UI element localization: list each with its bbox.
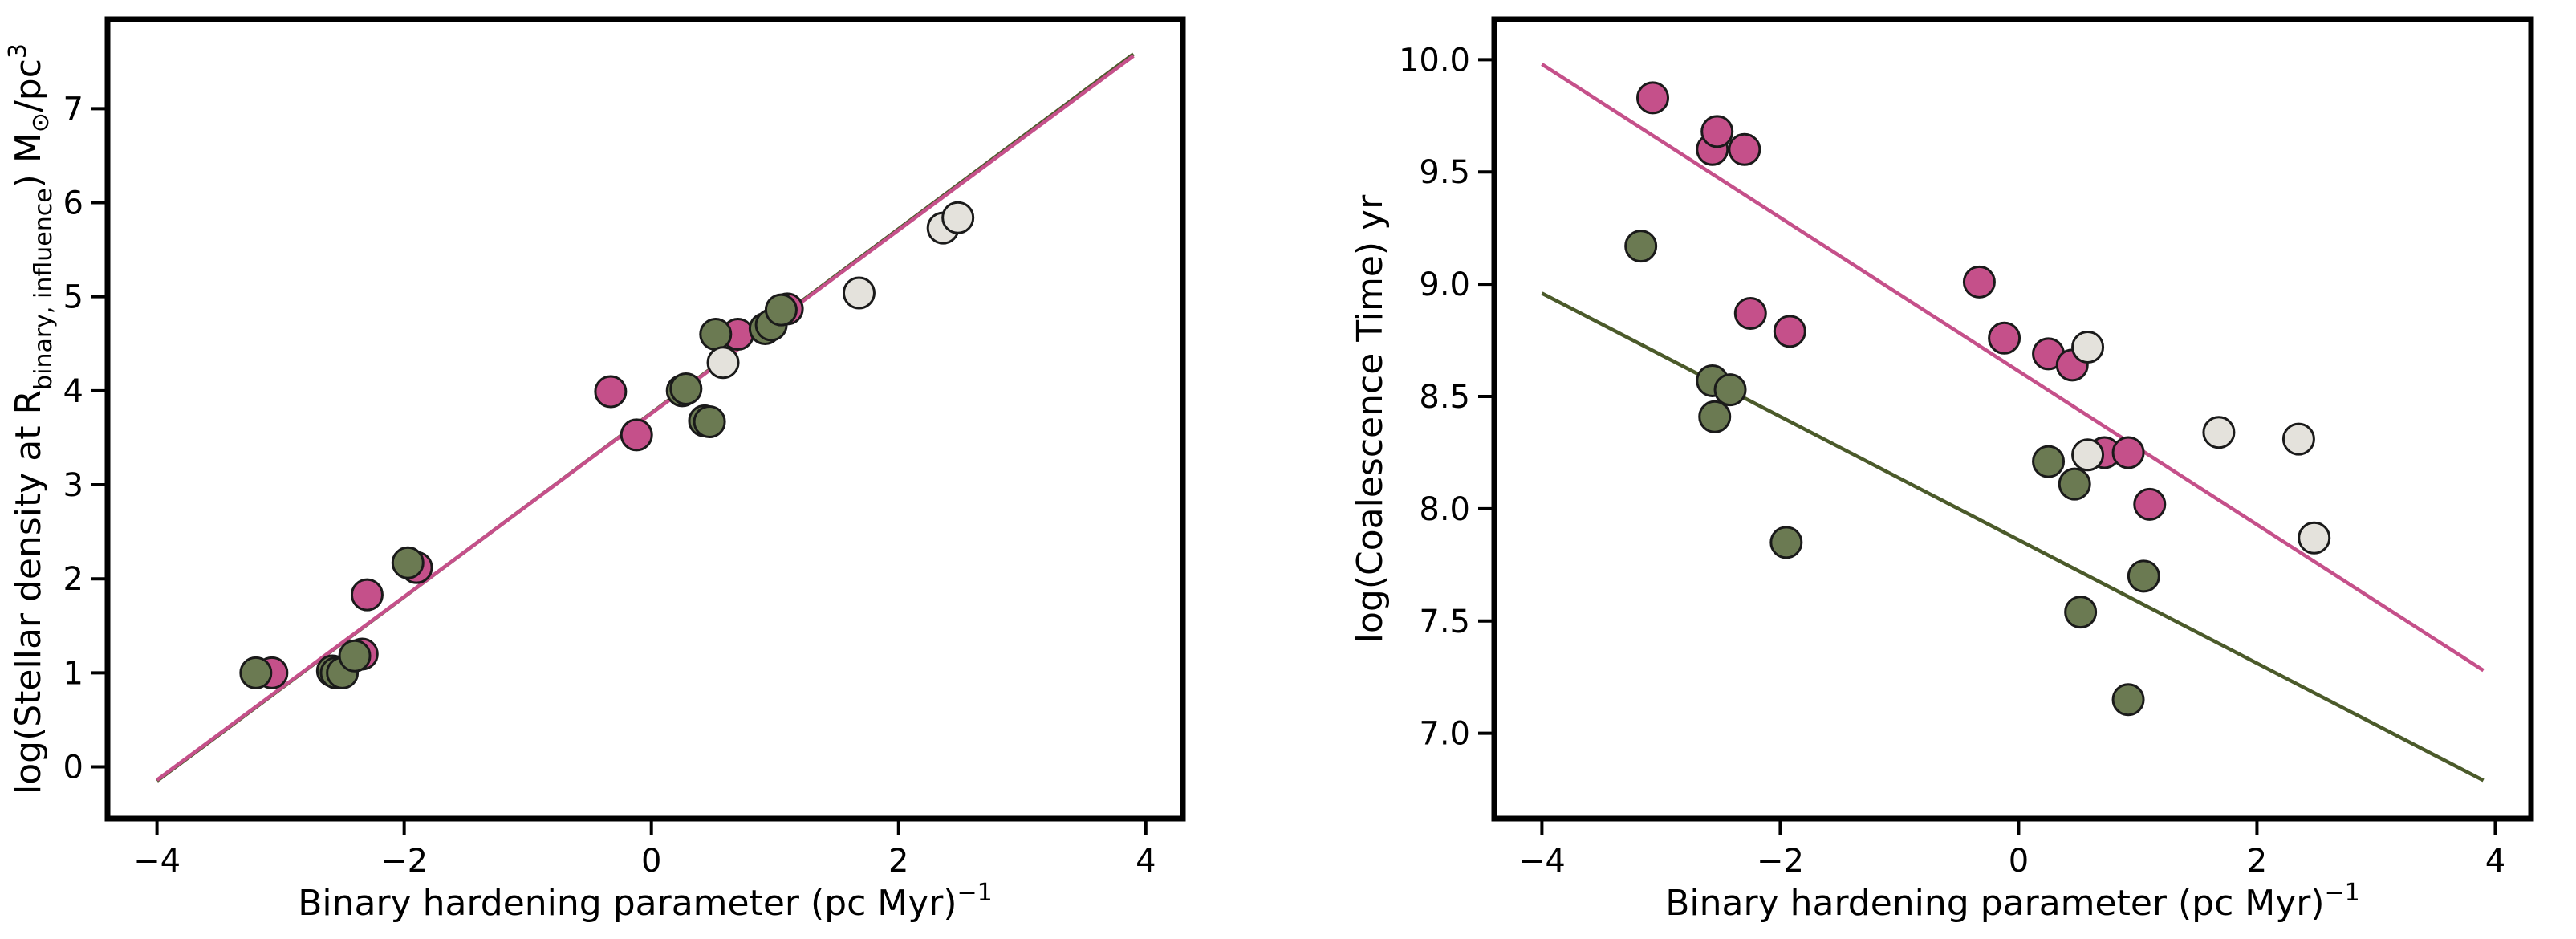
y-axis-label: log(Stellar density at Rbinary, influenc… xyxy=(4,43,58,795)
x-tick-label: 2 xyxy=(2247,843,2267,880)
green-point xyxy=(764,293,798,327)
fit-lines xyxy=(1541,63,2485,782)
pink-point xyxy=(1636,81,1670,115)
x-tick-label: −4 xyxy=(133,843,181,880)
green-point xyxy=(391,546,425,579)
y-tick-label: 6 xyxy=(63,185,83,222)
axis-ticks: −4 −2 0 2 4 0 1 2 3 4 5 6 7 xyxy=(63,91,1156,880)
x-axis-label-exponent: −1 xyxy=(2325,879,2360,907)
light-point xyxy=(2298,521,2331,555)
fit-lines xyxy=(156,52,1135,782)
pink-point xyxy=(1733,297,1767,331)
green-point xyxy=(2064,596,2098,629)
green-point xyxy=(693,405,726,439)
light-point xyxy=(2202,416,2236,449)
pink-point xyxy=(620,418,653,452)
green-point xyxy=(1769,526,1803,559)
green-point xyxy=(338,639,372,673)
x-tick-label: −2 xyxy=(1757,843,1804,880)
y-tick-label: 8.0 xyxy=(1419,491,1470,528)
pink-point xyxy=(350,578,384,612)
data-points xyxy=(239,201,975,689)
green-point xyxy=(1698,400,1732,433)
green-point xyxy=(2127,559,2160,593)
x-axis-label-text: Binary hardening parameter (pc Myr) xyxy=(298,883,957,924)
pink-point xyxy=(2133,487,2167,521)
green-point xyxy=(2032,445,2066,478)
y-tick-label: 8.5 xyxy=(1419,379,1470,416)
y-tick-label: 9.5 xyxy=(1419,154,1470,191)
y-axis-label: log(Coalescence Time) yr xyxy=(1350,194,1391,643)
pink-fit xyxy=(1541,63,2485,673)
x-tick-label: −2 xyxy=(380,843,428,880)
y-tick-label: 10.0 xyxy=(1399,42,1470,79)
light-point xyxy=(2071,438,2105,472)
pink-fit xyxy=(156,54,1135,782)
y-label-post: /pc xyxy=(8,59,49,112)
y-tick-label: 4 xyxy=(63,373,83,410)
x-tick-label: 4 xyxy=(2485,843,2505,880)
green-point xyxy=(699,318,733,352)
x-axis-label-exponent: −1 xyxy=(957,879,993,907)
pink-point xyxy=(1700,115,1734,148)
y-tick-label: 1 xyxy=(63,655,83,692)
x-tick-label: −4 xyxy=(1518,843,1566,880)
y-tick-label: 2 xyxy=(63,561,83,598)
pink-point xyxy=(1962,265,1996,299)
pink-point xyxy=(594,375,628,409)
pink-point xyxy=(1773,315,1806,348)
y-label-sun: ⊙ xyxy=(26,112,55,132)
y-label-mid: ) M xyxy=(8,132,49,188)
x-axis-label-text: Binary hardening parameter (pc Myr) xyxy=(1665,883,2324,924)
x-tick-label: 2 xyxy=(888,843,908,880)
x-axis-label: Binary hardening parameter (pc Myr)−1 xyxy=(1665,879,2360,924)
data-points xyxy=(1624,81,2331,717)
green-point xyxy=(1713,373,1747,407)
x-axis-label: Binary hardening parameter (pc Myr)−1 xyxy=(298,879,993,924)
plot-frame xyxy=(1491,16,2534,822)
y-tick-label: 7.5 xyxy=(1419,604,1470,640)
green-point xyxy=(1624,230,1658,263)
axis-ticks: −4 −2 0 2 4 7.0 7.5 8.0 8.5 9.0 9.5 10.0 xyxy=(1399,42,2505,880)
y-tick-label: 7.0 xyxy=(1419,716,1470,753)
coalescence-time-chart: −4 −2 0 2 4 7.0 7.5 8.0 8.5 9.0 9.5 10.0 Binary har… xyxy=(1350,16,2534,924)
green-point xyxy=(2058,467,2091,501)
light-point xyxy=(706,346,740,380)
x-tick-label: 0 xyxy=(641,843,661,880)
x-tick-label: 4 xyxy=(1136,843,1156,880)
y-tick-label: 5 xyxy=(63,279,83,316)
y-tick-label: 7 xyxy=(63,91,83,128)
y-tick-label: 3 xyxy=(63,467,83,504)
stellar-density-chart: −4 −2 0 2 4 0 1 2 3 4 5 6 7 Binary hardening paramet… xyxy=(4,16,1186,924)
pink-point xyxy=(1728,132,1761,166)
y-label-pre: log(Stellar density at R xyxy=(8,390,49,795)
y-tick-label: 0 xyxy=(63,750,83,787)
pink-point xyxy=(1988,321,2021,355)
x-tick-label: 0 xyxy=(2009,843,2029,880)
green-point xyxy=(2111,683,2145,717)
light-point xyxy=(2071,330,2105,364)
green-point xyxy=(669,372,703,406)
light-point xyxy=(842,276,876,310)
light-point xyxy=(2281,422,2315,456)
y-tick-label: 9.0 xyxy=(1419,266,1470,303)
light-point xyxy=(941,201,975,234)
y-label-sub: binary, influence xyxy=(30,188,58,390)
green-point xyxy=(239,656,273,689)
y-label-sup: 3 xyxy=(4,43,32,59)
plot-frame xyxy=(104,16,1186,822)
pink-point xyxy=(2111,436,2145,470)
